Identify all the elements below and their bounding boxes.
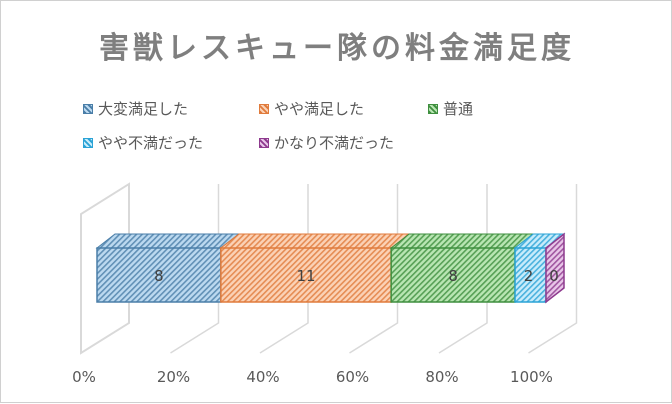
stacked-bar [95, 232, 566, 304]
x-tick-label: 60% [336, 368, 369, 386]
legend-label: やや満足した [274, 100, 365, 118]
gridline [528, 184, 578, 354]
data-labels: 8 11 8 2 0 [154, 267, 559, 285]
legend-swatch [428, 103, 438, 114]
bar-segment-front [390, 247, 516, 303]
data-label-2: 8 [448, 267, 458, 285]
legend-label: 大変満足した [98, 100, 189, 118]
legend-entry-somewhat-satisfied: やや満足した [259, 98, 364, 119]
gridline [438, 184, 488, 354]
legend-entry-somewhat-dissatisfied: やや不満だった [83, 132, 203, 153]
x-axis-tick-labels: 0% 20% 40% 60% 80% 100% [72, 368, 553, 386]
gridline [259, 184, 309, 354]
bar-segment-1 [219, 233, 411, 303]
gridline [349, 184, 399, 354]
data-label-1: 11 [296, 267, 315, 285]
bar-segment-top [389, 233, 535, 249]
x-tick-label: 20% [157, 368, 190, 386]
x-tick-label: 40% [246, 368, 279, 386]
legend-label: 普通 [443, 100, 474, 118]
legend-swatch [83, 103, 93, 114]
x-tick-label: 80% [425, 368, 458, 386]
x-tick-label: 0% [72, 368, 96, 386]
legend-swatch [259, 137, 269, 148]
back-wall-left [80, 182, 130, 355]
legend-swatch [83, 137, 93, 148]
bar-segment-0 [95, 233, 241, 303]
gridlines [170, 184, 578, 354]
x-tick-label: 100% [510, 368, 553, 386]
legend-entry-very-satisfied: 大変満足した [83, 98, 188, 119]
bar-segment-front [96, 247, 222, 303]
bar-segment-front [220, 247, 392, 303]
chart-title: 害獣レスキュー隊の料金満足度 [99, 31, 575, 66]
legend-entry-neutral: 普通 [428, 98, 473, 119]
bar-segment-2 [389, 233, 535, 303]
data-label-0: 8 [154, 267, 164, 285]
gridline [170, 184, 220, 354]
legend-swatch [259, 103, 269, 114]
bar-side-cap [545, 232, 565, 304]
legend-entry-very-dissatisfied: かなり不満だった [259, 132, 394, 153]
legend-label: やや不満だった [98, 134, 204, 152]
plot-back-wall [80, 182, 130, 355]
data-label-4: 0 [549, 267, 559, 285]
bar-segment-top [95, 233, 241, 249]
data-label-3: 2 [524, 267, 534, 285]
bar-segment-top [219, 233, 411, 249]
legend: 大変満足した やや満足した 普通 やや不満だった かなり不満だった [1, 1, 672, 161]
legend-label: かなり不満だった [274, 134, 395, 152]
